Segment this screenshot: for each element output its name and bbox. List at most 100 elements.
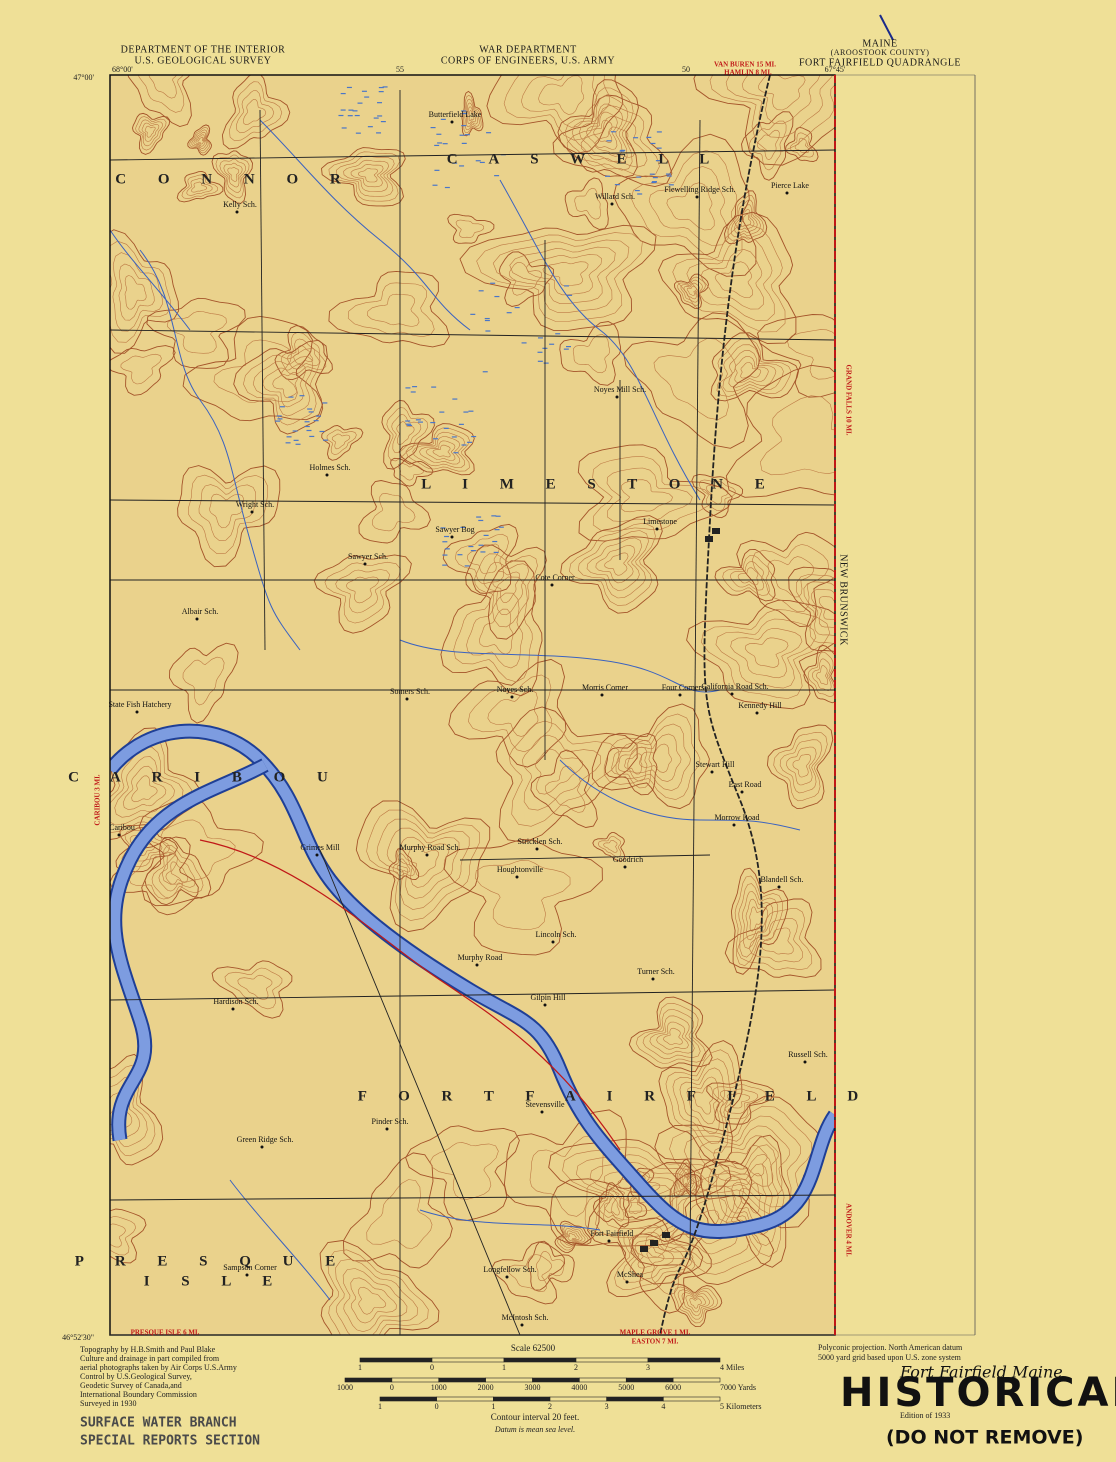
contour — [461, 90, 484, 137]
contour — [644, 1173, 762, 1275]
contour — [679, 1067, 725, 1134]
contour — [272, 371, 299, 399]
header-text: CORPS OF ENGINEERS, U.S. ARMY — [441, 55, 615, 66]
contour — [578, 103, 624, 157]
scale-label: 2 — [548, 1402, 552, 1411]
place-marker — [510, 695, 514, 699]
contour — [335, 155, 395, 197]
contour — [412, 431, 465, 468]
contour — [110, 727, 201, 840]
contour — [498, 251, 554, 307]
place-name: Limestone — [643, 517, 677, 526]
contour — [604, 552, 629, 576]
contour — [211, 960, 293, 1019]
contour — [727, 1145, 768, 1177]
scale-bar — [438, 1377, 486, 1383]
projection-note: 5000 yard grid based upon U.S. zone syst… — [818, 1353, 962, 1362]
place-name: Houghtonville — [497, 865, 544, 874]
contour — [577, 530, 649, 599]
scale-label: 3000 — [525, 1383, 541, 1392]
stamp-text: SURFACE WATER BRANCH — [80, 1416, 237, 1431]
highway — [199, 839, 621, 1151]
place-marker — [732, 823, 736, 827]
contour — [110, 229, 180, 354]
road — [259, 109, 266, 651]
scale-bar — [672, 1377, 721, 1383]
township-name: C A S W E L L — [447, 151, 724, 167]
place-name: Pierce Lake — [771, 181, 809, 190]
contour — [213, 339, 298, 403]
contour — [118, 263, 155, 321]
place-name: Morris Corner — [582, 683, 628, 692]
stream — [399, 639, 721, 693]
contour — [328, 270, 450, 348]
contour — [577, 444, 733, 542]
header-text: (AROOSTOOK COUNTY) — [831, 48, 930, 57]
contour — [440, 560, 543, 697]
scale-bar — [359, 1357, 433, 1363]
contour — [110, 345, 176, 396]
contour — [686, 285, 697, 296]
contour — [658, 211, 797, 344]
coordinate-label: 68°00' — [112, 65, 133, 74]
contour — [503, 1109, 627, 1246]
place-marker — [710, 770, 714, 774]
projection-note: Polyconic projection. North American dat… — [818, 1343, 963, 1352]
contour — [223, 162, 243, 188]
contour — [751, 544, 830, 613]
place-name: Murphy Road Sch. — [400, 843, 461, 852]
stream — [139, 249, 301, 651]
place-name: Wright Sch. — [236, 500, 274, 509]
credit-line: Culture and drainage in part compiled fr… — [80, 1354, 220, 1363]
building — [662, 1232, 670, 1238]
credit-line: aerial photographs taken by Air Corps U.… — [80, 1363, 237, 1372]
scale-label: 1000 — [337, 1383, 353, 1392]
contour — [342, 1152, 453, 1269]
contour — [757, 314, 835, 398]
credit-line: Surveyed in 1930 — [80, 1399, 136, 1408]
contour — [229, 81, 283, 142]
contour — [371, 492, 416, 532]
contour — [642, 1009, 701, 1060]
place-name: Green Ridge Sch. — [237, 1135, 294, 1144]
contour — [658, 1185, 750, 1265]
contour — [474, 859, 571, 930]
contour — [483, 562, 529, 616]
contour — [132, 112, 171, 155]
contour — [552, 94, 673, 188]
contour — [131, 775, 158, 803]
contour — [773, 731, 828, 802]
contour — [646, 1246, 695, 1295]
place-name: Russell Sch. — [788, 1050, 828, 1059]
contour — [169, 642, 239, 724]
contour — [574, 187, 601, 220]
contour — [560, 515, 663, 614]
contour — [542, 261, 589, 287]
contour — [734, 356, 769, 384]
contour — [567, 1232, 577, 1241]
contour — [198, 484, 256, 542]
place-name: Gilpin Hill — [531, 993, 567, 1002]
contour — [592, 1182, 630, 1228]
contour — [448, 658, 567, 768]
contour — [691, 473, 744, 519]
scale-label: 2000 — [478, 1383, 494, 1392]
contour — [319, 1240, 440, 1335]
contour — [559, 321, 622, 386]
contour — [407, 846, 439, 877]
contour — [613, 133, 757, 277]
contour — [693, 75, 835, 166]
railroad — [659, 75, 771, 1335]
contour — [195, 134, 206, 147]
contour — [138, 797, 264, 907]
contour — [680, 279, 703, 303]
contour — [366, 1179, 433, 1249]
road-note: NEW BRUNSWICK — [838, 554, 849, 646]
contour — [725, 75, 833, 138]
contour — [748, 120, 787, 171]
contour — [221, 75, 291, 150]
place-marker — [785, 191, 789, 195]
contour — [321, 147, 406, 207]
header-text: DEPARTMENT OF THE INTERIOR — [121, 44, 286, 55]
scale-label: 0 — [430, 1363, 434, 1372]
